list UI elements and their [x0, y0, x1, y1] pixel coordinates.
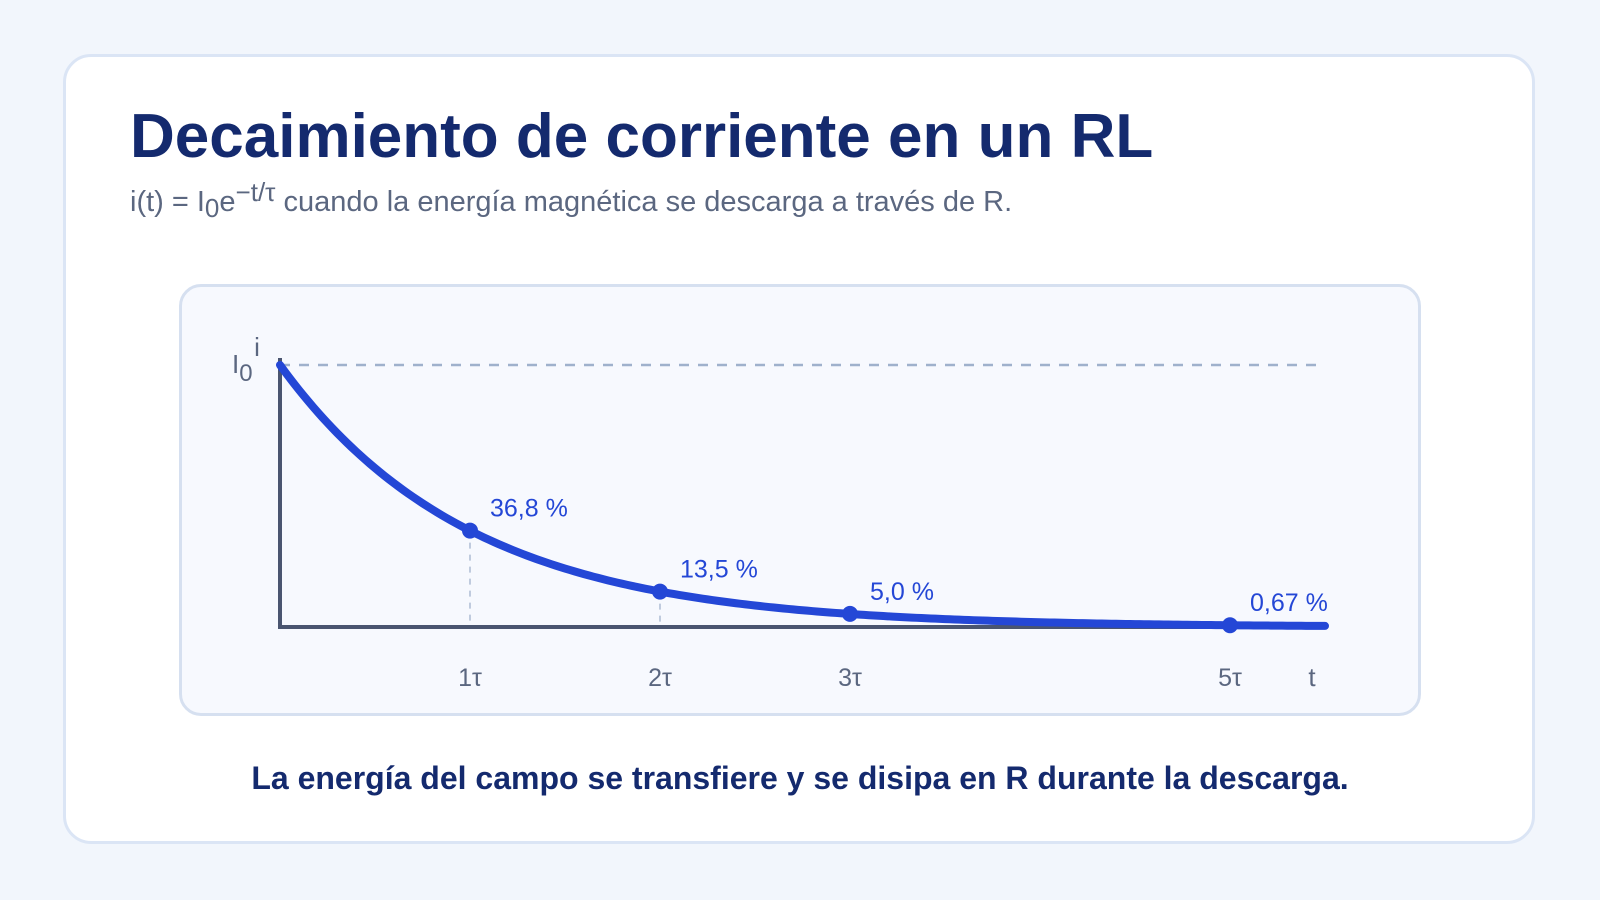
formula-prefix: i(t) = I — [130, 186, 205, 218]
formula-subscript: 0 — [204, 193, 220, 223]
i0-label-subscript: 0 — [239, 360, 252, 387]
i0-label: I0 — [232, 349, 253, 387]
x-axis-label: t — [1308, 662, 1316, 692]
data-point-label: 5,0 % — [870, 578, 934, 606]
data-point — [462, 522, 478, 539]
data-point-label: 13,5 % — [680, 556, 758, 584]
x-tick-label: 5τ — [1218, 664, 1242, 692]
data-point-label: 36,8 % — [490, 495, 568, 523]
x-tick-label: 1τ — [458, 664, 482, 692]
formula-exponent: −t/τ — [235, 177, 276, 207]
data-point — [842, 605, 858, 622]
y-axis-label: i — [254, 332, 260, 362]
x-tick-label: 3τ — [838, 664, 862, 692]
x-tick-label: 2τ — [648, 664, 672, 692]
formula-base: e — [219, 186, 236, 218]
chart-panel — [179, 284, 1421, 716]
formula-subtitle: i(t) = I0e−t/τ cuando la energía magnéti… — [130, 179, 1013, 223]
data-point-label: 0,67 % — [1250, 589, 1328, 617]
decay-curve — [276, 361, 1329, 630]
page-title: Decaimiento de corriente en un RL — [130, 102, 1154, 171]
caption: La energía del campo se transfiere y se … — [251, 760, 1349, 796]
i0-label-base: I — [232, 349, 239, 379]
data-point — [1222, 617, 1238, 634]
formula-description: cuando la energía magnética se descarga … — [275, 186, 1013, 218]
data-point — [652, 583, 668, 600]
